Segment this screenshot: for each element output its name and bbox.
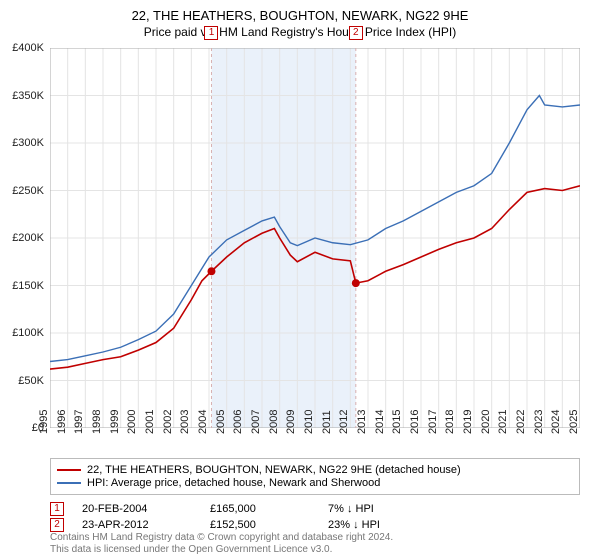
page-title: 22, THE HEATHERS, BOUGHTON, NEWARK, NG22… — [0, 0, 600, 23]
sale-date: 20-FEB-2004 — [82, 503, 192, 515]
footer-line: This data is licensed under the Open Gov… — [50, 544, 393, 556]
x-tick-label: 2021 — [497, 410, 509, 434]
sale-marker: 1 — [50, 502, 64, 516]
legend-swatch — [57, 469, 81, 471]
y-tick-label: £150K — [12, 280, 44, 292]
x-tick-label: 2000 — [126, 410, 138, 434]
x-tick-label: 2013 — [356, 410, 368, 434]
y-tick-label: £100K — [12, 327, 44, 339]
x-tick-label: 2003 — [179, 410, 191, 434]
chart: £0£50K£100K£150K£200K£250K£300K£350K£400… — [50, 48, 580, 428]
x-tick-label: 2007 — [250, 410, 262, 434]
x-tick-label: 2022 — [515, 410, 527, 434]
x-tick-label: 2005 — [214, 410, 226, 434]
sale-row: 1 20-FEB-2004 £165,000 7% ↓ HPI — [50, 502, 580, 516]
x-tick-label: 2004 — [197, 410, 209, 434]
x-tick-label: 1995 — [38, 410, 50, 434]
x-tick-label: 2008 — [267, 410, 279, 434]
page-subtitle: Price paid vs. HM Land Registry's House … — [0, 23, 600, 39]
x-tick-label: 2024 — [550, 410, 562, 434]
x-tick-label: 2018 — [444, 410, 456, 434]
sale-row: 2 23-APR-2012 £152,500 23% ↓ HPI — [50, 518, 580, 532]
x-tick-label: 1999 — [108, 410, 120, 434]
y-tick-label: £200K — [12, 232, 44, 244]
x-tick-label: 2017 — [426, 410, 438, 434]
sale-marker-top: 2 — [349, 26, 363, 40]
x-tick-label: 1997 — [73, 410, 85, 434]
legend-label: HPI: Average price, detached house, Newa… — [87, 477, 380, 489]
y-tick-label: £250K — [12, 185, 44, 197]
y-tick-label: £350K — [12, 90, 44, 102]
x-tick-label: 2010 — [303, 410, 315, 434]
x-tick-label: 2014 — [373, 410, 385, 434]
x-tick-label: 2020 — [479, 410, 491, 434]
x-tick-label: 1998 — [91, 410, 103, 434]
sales-table: 1 20-FEB-2004 £165,000 7% ↓ HPI 2 23-APR… — [50, 500, 580, 534]
legend-label: 22, THE HEATHERS, BOUGHTON, NEWARK, NG22… — [87, 464, 461, 476]
plot-svg — [50, 48, 580, 428]
x-tick-label: 2019 — [462, 410, 474, 434]
sale-date: 23-APR-2012 — [82, 519, 192, 531]
footer-line: Contains HM Land Registry data © Crown c… — [50, 532, 393, 544]
y-tick-label: £50K — [18, 375, 44, 387]
x-tick-label: 2006 — [232, 410, 244, 434]
x-tick-label: 2023 — [532, 410, 544, 434]
legend-swatch — [57, 482, 81, 484]
x-tick-label: 2011 — [321, 410, 333, 434]
sale-price: £165,000 — [210, 503, 310, 515]
sale-marker: 2 — [50, 518, 64, 532]
x-tick-label: 2001 — [144, 410, 156, 434]
x-tick-label: 2025 — [568, 410, 580, 434]
y-tick-label: £300K — [12, 137, 44, 149]
legend-item-hpi: HPI: Average price, detached house, Newa… — [57, 477, 573, 489]
x-tick-label: 1996 — [55, 410, 67, 434]
footer: Contains HM Land Registry data © Crown c… — [50, 532, 393, 556]
x-tick-label: 2012 — [338, 410, 350, 434]
x-tick-label: 2009 — [285, 410, 297, 434]
x-tick-label: 2002 — [161, 410, 173, 434]
x-tick-label: 2015 — [391, 410, 403, 434]
sale-marker-top: 1 — [204, 26, 218, 40]
legend-item-price: 22, THE HEATHERS, BOUGHTON, NEWARK, NG22… — [57, 464, 573, 476]
sale-delta: 23% ↓ HPI — [328, 519, 380, 531]
legend: 22, THE HEATHERS, BOUGHTON, NEWARK, NG22… — [50, 458, 580, 495]
sale-price: £152,500 — [210, 519, 310, 531]
sale-delta: 7% ↓ HPI — [328, 503, 374, 515]
x-tick-label: 2016 — [409, 410, 421, 434]
y-tick-label: £400K — [12, 42, 44, 54]
